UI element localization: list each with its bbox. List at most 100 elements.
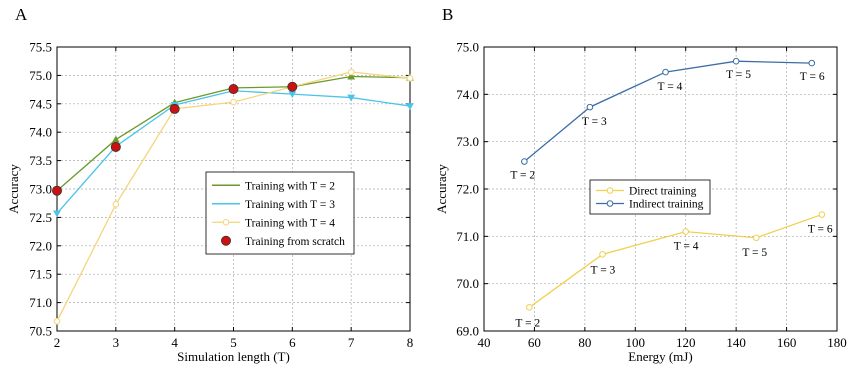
x-tick-label: 160	[777, 335, 797, 350]
point-label: T = 3	[582, 116, 607, 128]
x-axis-label: Energy (mJ)	[628, 349, 692, 364]
panel-label: A	[15, 5, 28, 24]
data-point	[808, 59, 816, 67]
x-tick-label: 140	[726, 335, 746, 350]
legend-label: Training with T = 4	[245, 217, 335, 229]
data-point	[753, 234, 760, 242]
x-tick-label: 6	[289, 335, 296, 350]
y-tick-label: 69.0	[456, 324, 479, 339]
point-label: T = 6	[800, 71, 825, 83]
x-tick-label: 8	[407, 335, 414, 350]
data-point	[53, 210, 61, 218]
point-label: T = 6	[808, 224, 833, 236]
y-tick-label: 71.0	[29, 295, 52, 310]
data-point	[111, 135, 120, 143]
chart-panel-a: A 2 3 4 5 6 7 8 70.5 71.0 71.5 72.0 72.5 73.0 73.5 74.0…	[6, 5, 414, 364]
legend-item: Training from scratch	[220, 235, 345, 248]
legend-marker	[606, 187, 614, 194]
x-tick-label: 40	[478, 335, 491, 350]
x-tick-label: 7	[348, 335, 355, 350]
point-label: T = 4	[658, 81, 683, 93]
data-point	[682, 228, 690, 235]
y-axis-label: Accuracy	[434, 164, 449, 214]
legend-label: Training with T = 3	[245, 199, 335, 211]
legend-item: Indirect training	[596, 199, 704, 211]
legend-marker	[220, 235, 231, 246]
data-point	[599, 251, 606, 258]
point-label: T = 2	[510, 170, 535, 182]
data-point	[228, 84, 239, 95]
data-point	[521, 158, 528, 165]
x-tick-label: 3	[113, 335, 120, 350]
data-point	[347, 94, 356, 102]
x-tick-label: 120	[676, 335, 696, 350]
y-axis-label: Accuracy	[6, 164, 21, 214]
data-point	[112, 201, 120, 208]
data-point	[230, 98, 237, 106]
y-tick-label: 72.0	[456, 182, 479, 197]
data-point	[662, 68, 669, 76]
legend-label: Training with T = 2	[245, 180, 335, 192]
x-tick-label: 100	[626, 335, 646, 350]
data-point	[169, 103, 180, 114]
data-point	[287, 81, 298, 92]
series-line	[523, 60, 812, 163]
x-tick-label: 60	[528, 335, 541, 350]
legend-label: Indirect training	[629, 199, 704, 211]
data-point	[526, 304, 533, 311]
legend-label: Training from scratch	[245, 236, 345, 248]
y-tick-label: 73.0	[29, 182, 52, 197]
data-point	[347, 68, 355, 76]
data-point	[818, 211, 826, 218]
legend-marker	[606, 200, 614, 207]
chart-panel-b: B 40 60 80 100 120 140 160 180 69.0 70.0 71.0 72.0 73…	[434, 5, 847, 364]
y-tick-label: 72.5	[29, 210, 52, 225]
data-point	[586, 103, 594, 111]
legend-item: Training with T = 4	[212, 217, 335, 229]
x-tick-label: 4	[171, 335, 178, 350]
series-indirect-training: T = 2 T = 3 T = 4 T = 5 T = 6	[510, 57, 825, 182]
point-label: T = 3	[591, 264, 616, 276]
series-direct-training: T = 2 T = 3 T = 4 T = 5 T = 6	[515, 211, 833, 329]
y-tick-label: 74.0	[456, 87, 479, 102]
legend-item: Training with T = 3	[212, 199, 335, 211]
legend-label: Direct training	[629, 186, 697, 198]
legend-item: Training with T = 2	[212, 180, 335, 192]
data-point	[347, 72, 356, 80]
data-point	[53, 318, 61, 325]
y-tick-label: 74.0	[29, 125, 52, 140]
y-tick-label: 73.5	[29, 153, 52, 168]
legend: Training with T = 2 Training with T = 3 Tr…	[205, 171, 355, 255]
y-tick-label: 70.0	[456, 276, 479, 291]
point-label: T = 2	[515, 317, 540, 329]
y-tick-label: 75.0	[456, 40, 479, 55]
series-line	[529, 213, 823, 308]
y-tick-label: 72.0	[29, 238, 52, 253]
point-label: T = 4	[674, 241, 699, 253]
x-tick-label: 80	[578, 335, 591, 350]
y-tick-label: 74.5	[29, 96, 52, 111]
data-point	[732, 57, 740, 65]
data-point	[406, 103, 414, 111]
point-label: T = 5	[726, 69, 751, 81]
y-tick-label: 71.5	[29, 267, 52, 282]
y-tick-label: 71.0	[456, 229, 479, 244]
x-tick-label: 2	[54, 335, 61, 350]
y-tick-label: 75.0	[29, 68, 52, 83]
x-axis-label: Simulation length (T)	[177, 349, 290, 364]
point-label: T = 5	[742, 247, 767, 259]
x-tick-label: 180	[827, 335, 847, 350]
legend-item: Direct training	[596, 186, 697, 198]
series-training-from-scratch	[52, 81, 298, 196]
data-point	[52, 185, 63, 196]
x-tick-label: 5	[230, 335, 237, 350]
panel-label: B	[442, 5, 453, 24]
legend-marker	[222, 218, 230, 226]
data-point	[110, 141, 121, 152]
y-tick-label: 73.0	[456, 134, 479, 149]
legend-box	[589, 179, 711, 215]
y-tick-label: 70.5	[29, 324, 52, 339]
data-point	[406, 74, 414, 82]
